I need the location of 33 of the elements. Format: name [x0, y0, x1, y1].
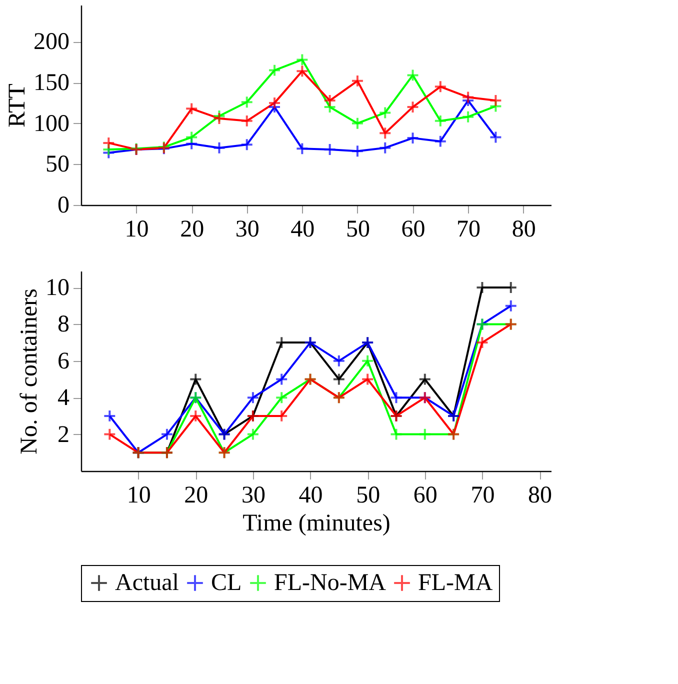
- y-axis-title: RTT: [4, 83, 30, 128]
- x-tick-label: 60: [401, 216, 426, 242]
- x-tick-label: 30: [235, 216, 260, 242]
- y-axis-title: No. of containers: [16, 288, 42, 454]
- y-tick-label: 2: [58, 422, 70, 448]
- y-tick-label: 100: [34, 110, 70, 137]
- y-tick-label: 10: [46, 275, 70, 302]
- y-tick-label: 50: [46, 152, 70, 178]
- x-tick-label: 20: [184, 482, 208, 508]
- x-tick-label: 50: [346, 216, 370, 242]
- x-tick-label: 50: [356, 482, 380, 508]
- y-tick-label: 8: [58, 312, 70, 338]
- y-tick-label: 0: [58, 192, 70, 218]
- y-tick-label: 4: [58, 385, 70, 412]
- x-axis-title: Time (minutes): [242, 510, 390, 536]
- x-tick-label: 70: [470, 482, 495, 508]
- x-tick-label: 80: [528, 482, 552, 508]
- x-tick-label: 10: [126, 482, 151, 508]
- legend-label: FL-No-MA: [274, 570, 387, 596]
- x-tick-label: 40: [298, 482, 323, 508]
- x-tick-label: 40: [290, 216, 315, 242]
- x-tick-label: 10: [124, 216, 149, 242]
- y-tick-label: 150: [34, 70, 70, 96]
- legend-label: FL-MA: [418, 570, 494, 596]
- x-tick-label: 70: [456, 216, 481, 242]
- y-tick-label: 6: [58, 348, 70, 374]
- x-tick-label: 30: [241, 482, 266, 508]
- x-tick-label: 60: [413, 482, 438, 508]
- x-tick-label: 20: [180, 216, 204, 242]
- y-tick-label: 200: [34, 29, 70, 56]
- legend-label: Actual: [115, 570, 180, 596]
- legend-label: CL: [211, 570, 242, 596]
- x-tick-label: 80: [512, 216, 536, 242]
